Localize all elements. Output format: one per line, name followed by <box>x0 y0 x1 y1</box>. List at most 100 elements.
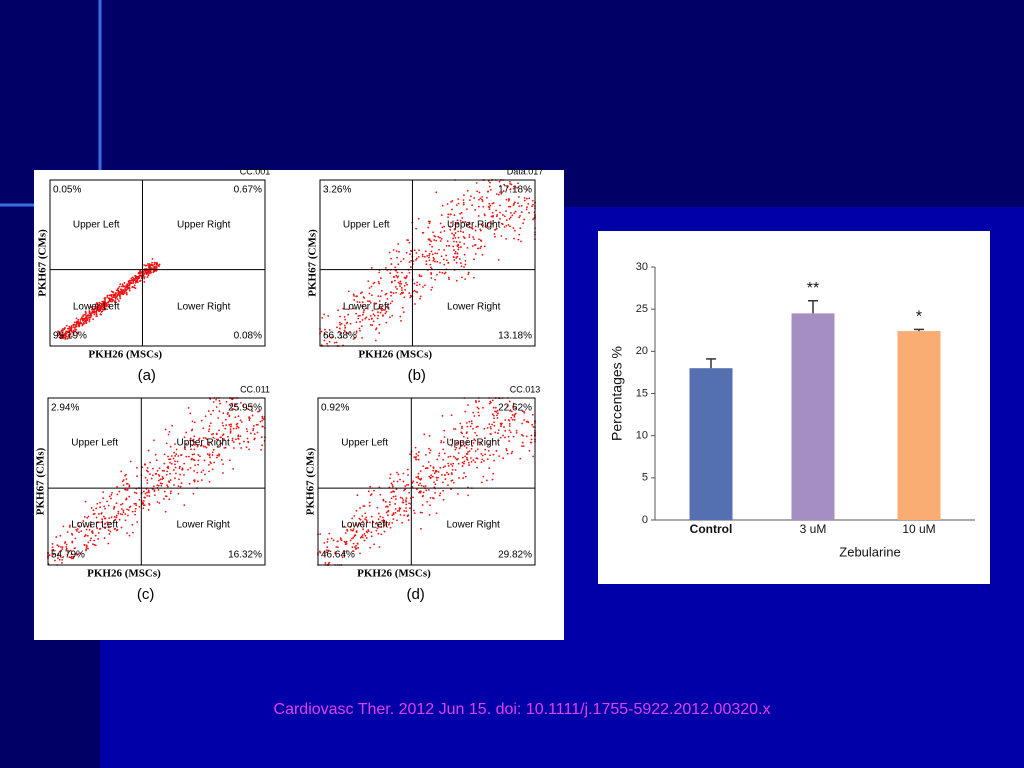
scatter-dot <box>340 336 343 339</box>
scatter-dot <box>193 479 195 482</box>
scatter-dot <box>473 258 475 261</box>
scatter-dot <box>51 542 54 545</box>
scatter-dot <box>85 546 88 549</box>
scatter-dot <box>85 319 88 322</box>
scatter-dot <box>335 546 338 548</box>
scatter-dot <box>415 227 418 230</box>
plot-frame <box>47 397 266 566</box>
scatter-dot <box>160 484 163 487</box>
quadrant-percent: 13.18% <box>498 331 532 342</box>
scatter-dot <box>461 425 463 428</box>
scatter-dot <box>205 446 208 449</box>
scatter-dot <box>482 475 485 478</box>
scatter-dot <box>405 507 407 509</box>
scatter-dot <box>380 533 383 536</box>
scatter-dot <box>390 257 392 260</box>
scatter-dot <box>437 471 440 473</box>
scatter-dot <box>259 420 262 423</box>
scatter-dot <box>420 484 423 487</box>
scatter-dot <box>474 209 477 211</box>
scatter-dot <box>180 454 183 456</box>
scatter-dot <box>457 230 460 233</box>
scatter-dot <box>530 434 533 437</box>
scatter-dot <box>528 197 531 200</box>
scatter-dot <box>450 444 453 447</box>
scatter-dot <box>328 532 331 535</box>
scatter-dot <box>103 303 106 305</box>
scatter-dot <box>151 467 154 470</box>
panel-letter: (c) <box>137 586 155 603</box>
scatter-dot <box>337 309 340 312</box>
scatter-dot <box>345 540 348 543</box>
scatter-dot <box>508 419 511 422</box>
scatter-dot <box>257 410 259 413</box>
panel-letter: (b) <box>408 367 426 384</box>
scatter-dot <box>99 305 102 307</box>
scatter-dot <box>412 509 415 512</box>
scatter-dot <box>417 472 420 475</box>
scatter-dot <box>376 506 379 509</box>
scatter-dot <box>461 217 464 219</box>
scatter-dot <box>396 519 398 522</box>
scatter-dot <box>481 458 484 461</box>
quadrant-label: Lower Left <box>71 520 118 531</box>
scatter-dot <box>461 221 464 223</box>
scatter-dot <box>328 340 331 343</box>
scatter-dot <box>87 541 90 544</box>
scatter-dot <box>482 205 485 208</box>
scatter-dot <box>523 199 526 202</box>
scatter-dot <box>97 306 99 309</box>
scatter-dot <box>481 195 484 198</box>
scatter-dot <box>391 485 394 488</box>
scatter-dot <box>502 434 504 437</box>
scatter-dot <box>86 525 89 528</box>
scatter-dot <box>372 320 375 323</box>
scatter-dot <box>121 513 124 516</box>
scatter-dot <box>209 461 212 463</box>
scatter-dot <box>139 272 141 275</box>
scatter-dot <box>362 525 365 527</box>
scatter-dot <box>367 300 369 303</box>
scatter-dot <box>145 273 148 275</box>
scatter-dot <box>490 215 493 218</box>
scatter-dot <box>376 317 379 320</box>
scatter-dot <box>220 459 223 461</box>
scatter-dot <box>395 498 397 500</box>
scatter-dot <box>427 226 430 229</box>
scatter-dot <box>103 523 106 526</box>
scatter-dot <box>360 325 363 328</box>
scatter-dot <box>405 499 407 501</box>
scatter-dot <box>494 410 496 413</box>
scatter-dot <box>117 512 120 515</box>
scatter-dot <box>452 245 455 248</box>
scatter-dot <box>505 210 507 213</box>
scatter-dot <box>463 266 465 268</box>
scatter-dot <box>354 546 356 549</box>
scatter-dot <box>217 417 220 419</box>
scatter-dot <box>59 534 62 537</box>
scatter-dot <box>252 425 255 427</box>
scatter-dot <box>355 321 358 324</box>
scatter-dot <box>385 321 388 324</box>
scatter-dot <box>428 451 431 454</box>
scatter-dot <box>389 272 392 275</box>
scatter-dot <box>65 546 68 548</box>
scatter-dot <box>207 410 210 412</box>
scatter-dot <box>124 513 127 515</box>
scatter-dot <box>209 456 211 459</box>
scatter-dot <box>503 183 506 186</box>
scatter-dot <box>148 503 151 506</box>
y-tick-label: 15 <box>636 387 648 399</box>
scatter-dot <box>474 225 477 228</box>
scatter-dot <box>358 517 361 520</box>
scatter-dot <box>215 438 218 441</box>
scatter-dot <box>177 455 180 457</box>
scatter-dot <box>500 425 502 428</box>
scatter-dot <box>445 259 448 262</box>
scatter-dot <box>379 295 382 298</box>
scatter-dot <box>54 559 56 562</box>
scatter-dot <box>155 459 158 462</box>
scatter-dot <box>358 327 361 330</box>
scatter-dot <box>505 447 508 450</box>
scatter-dot <box>65 333 68 335</box>
